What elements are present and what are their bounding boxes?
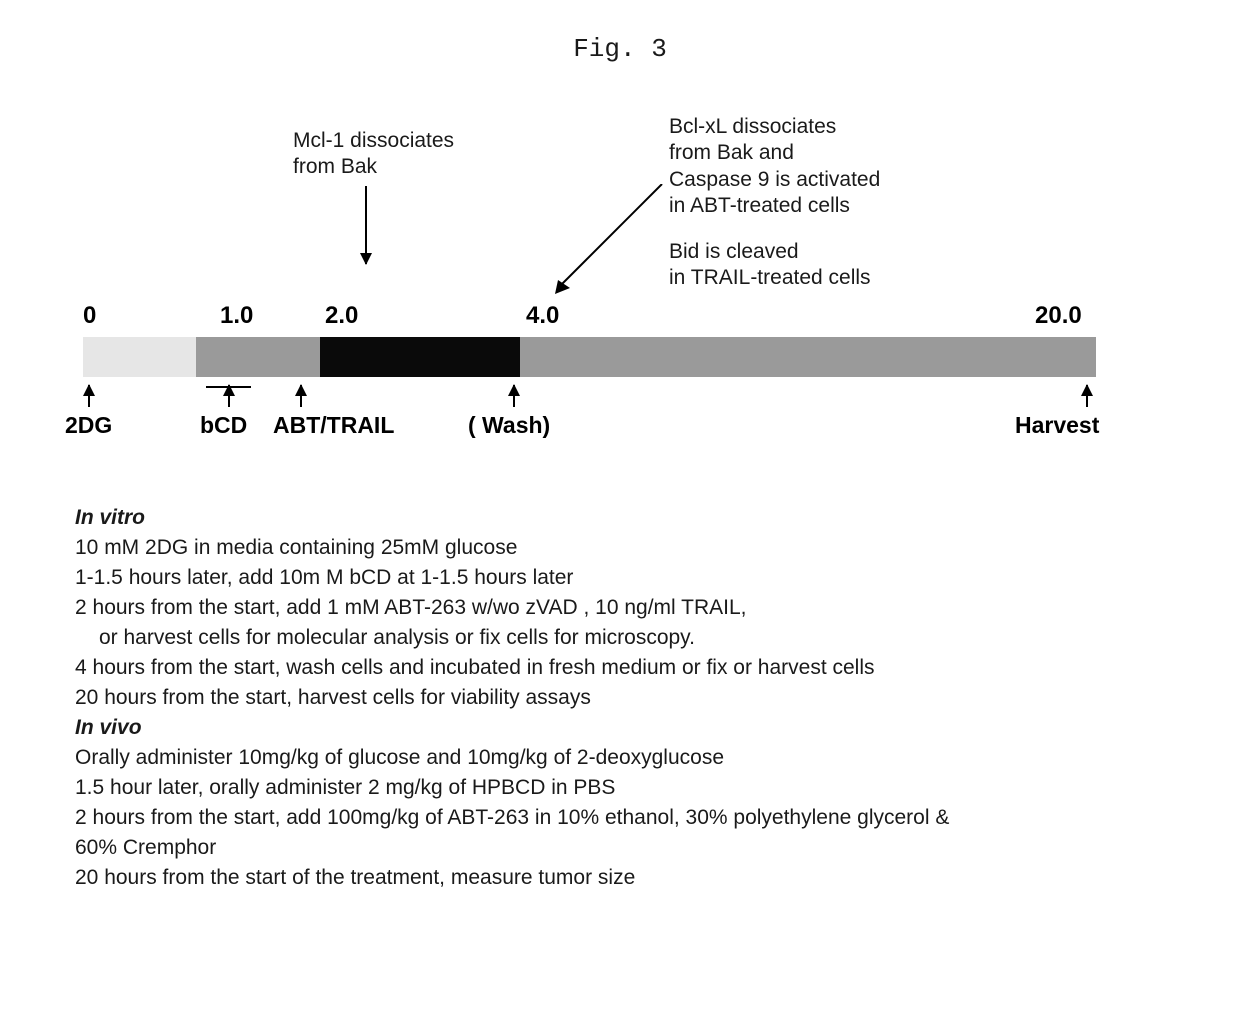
figure-title: Fig. 3 [573,34,667,64]
tick-20: 20.0 [1035,302,1082,330]
arrow-bclxl [550,184,670,299]
vivo-line-4: 20 hours from the start of the treatment… [75,863,1165,893]
seg-2 [320,337,520,377]
vitro-line-2: 2 hours from the start, add 1 mM ABT-263… [75,593,1165,623]
label-2dg: 2DG [65,412,112,439]
heading-in-vitro: In vitro [75,503,1165,533]
vitro-line-3: or harvest cells for molecular analysis … [75,623,1165,653]
diagram-area: Mcl-1 dissociates from Bak Bcl-xL dissoc… [75,130,1145,470]
tick-0: 0 [83,302,96,330]
tick-2: 2.0 [325,302,358,330]
heading-in-vivo: In vivo [75,713,1165,743]
arrow-2dg [88,385,90,407]
vitro-line-1: 1-1.5 hours later, add 10m M bCD at 1-1.… [75,563,1165,593]
annotation-mcl1: Mcl-1 dissociates from Bak [293,128,454,181]
annotation-bclxl: Bcl-xL dissociates from Bak and Caspase … [669,114,880,219]
arrow-wash [513,385,515,407]
seg-0 [83,337,196,377]
label-bcd: bCD [200,412,247,439]
arrow-mcl1 [365,186,367,264]
arrow-abt [300,385,302,407]
vivo-line-1: 1.5 hour later, orally administer 2 mg/k… [75,773,1165,803]
label-harvest: Harvest [1015,412,1099,439]
seg-3 [520,337,1096,377]
timeline-bar [83,337,1096,377]
vitro-line-5: 20 hours from the start, harvest cells f… [75,683,1165,713]
arrow-bcd [228,385,230,407]
tick-1: 1.0 [220,302,253,330]
label-wash: ( Wash) [468,412,550,439]
vivo-line-0: Orally administer 10mg/kg of glucose and… [75,743,1165,773]
annotation-bid: Bid is cleaved in TRAIL-treated cells [669,239,871,292]
vitro-line-0: 10 mM 2DG in media containing 25mM gluco… [75,533,1165,563]
label-abt: ABT/TRAIL [273,412,394,439]
vitro-line-4: 4 hours from the start, wash cells and i… [75,653,1165,683]
vivo-line-2: 2 hours from the start, add 100mg/kg of … [75,803,1165,833]
seg-1 [196,337,320,377]
tick-4: 4.0 [526,302,559,330]
arrow-harvest [1086,385,1088,407]
vivo-line-3: 60% Cremphor [75,833,1165,863]
protocol-text: In vitro 10 mM 2DG in media containing 2… [75,503,1165,893]
